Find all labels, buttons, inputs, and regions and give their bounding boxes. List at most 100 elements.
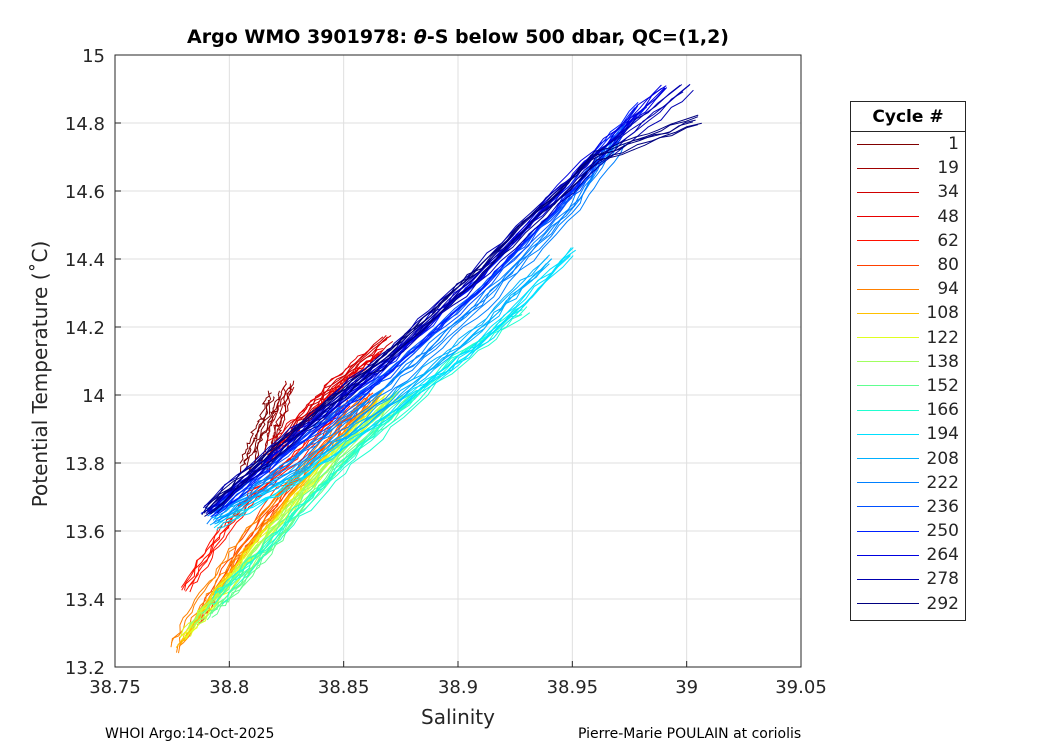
- legend-label: 208: [926, 448, 959, 469]
- legend-swatch: [857, 385, 919, 387]
- profile-line: [214, 263, 550, 525]
- legend-item: 292: [851, 592, 965, 616]
- series-208: [209, 254, 553, 526]
- legend-item: 19: [851, 156, 965, 180]
- series-222: [206, 136, 625, 525]
- legend-swatch: [857, 433, 919, 435]
- y-tick-label: 13.8: [65, 454, 105, 475]
- legend-label: 80: [937, 255, 959, 276]
- legend-item: 152: [851, 374, 965, 398]
- legend-item: 264: [851, 543, 965, 567]
- legend-label: 152: [926, 375, 959, 396]
- x-tick-label: 39: [675, 677, 698, 698]
- profile-line: [221, 312, 531, 605]
- legend-label: 1: [948, 134, 959, 155]
- legend-label: 62: [937, 230, 959, 251]
- legend-title: Cycle #: [851, 102, 965, 132]
- profile-line: [212, 143, 619, 524]
- profile-line: [211, 395, 419, 618]
- profile-line: [246, 396, 275, 469]
- legend-swatch: [857, 312, 919, 314]
- y-axis-label: Potential Temperature (˚C): [28, 240, 52, 508]
- legend-swatch: [857, 288, 919, 290]
- legend-label: 48: [937, 206, 959, 227]
- profile-line: [206, 144, 614, 525]
- profile-line: [189, 405, 351, 593]
- profile-line: [184, 404, 344, 591]
- profile-line: [212, 139, 619, 517]
- profile-line: [209, 263, 547, 526]
- series-166: [211, 305, 531, 606]
- profile-line: [209, 389, 418, 612]
- footer-date: WHOI Argo:14-Oct-2025: [105, 726, 275, 742]
- legend-swatch: [857, 264, 919, 266]
- profile-line: [267, 347, 373, 442]
- y-tick-label: 14: [82, 386, 105, 407]
- profile-line: [243, 392, 272, 465]
- profile-line: [208, 116, 699, 510]
- axes-box: [114, 54, 802, 668]
- profile-line: [211, 254, 550, 519]
- legend-label: 264: [926, 545, 959, 566]
- legend-label: 236: [926, 496, 959, 517]
- profile-line: [193, 390, 400, 625]
- profile-line: [216, 258, 552, 524]
- legend: Cycle # 1 19 34 48 62 80 94 108 122 138 152 166 194 2…: [850, 101, 966, 621]
- profile-line: [217, 143, 625, 521]
- legend-item: 80: [851, 253, 965, 277]
- footer-author: Pierre-Marie POULAIN at coriolis: [578, 726, 802, 742]
- legend-label: 94: [937, 279, 959, 300]
- legend-label: 19: [937, 158, 959, 179]
- legend-item: 236: [851, 495, 965, 519]
- x-axis-label: Salinity: [421, 705, 495, 729]
- legend-label: 278: [926, 569, 959, 590]
- y-tick-label: 14.6: [65, 182, 105, 203]
- y-tick-label: 14.4: [65, 250, 105, 271]
- chart-title: Argo WMO 3901978: θ-S below 500 dbar, QC…: [187, 26, 729, 48]
- profile-line: [216, 89, 694, 514]
- legend-item: 34: [851, 180, 965, 204]
- x-tick-label: 38.8: [209, 677, 249, 698]
- legend-swatch: [857, 603, 919, 605]
- y-tick-label: 13.4: [65, 590, 105, 611]
- x-tick-label: 38.9: [438, 677, 478, 698]
- profile-line: [187, 395, 395, 630]
- legend-item: 166: [851, 398, 965, 422]
- profile-line: [239, 399, 270, 474]
- legend-swatch: [857, 191, 919, 193]
- profile-line: [219, 306, 528, 595]
- legend-label: 108: [926, 303, 959, 324]
- legend-item: 208: [851, 446, 965, 470]
- x-tick-label: 39.05: [775, 677, 827, 698]
- series-292: [201, 114, 702, 517]
- legend-item: 222: [851, 471, 965, 495]
- legend-label: 292: [926, 593, 959, 614]
- legend-swatch: [857, 458, 919, 460]
- x-tick-label: 38.75: [89, 677, 141, 698]
- legend-swatch: [857, 506, 919, 508]
- legend-item: 138: [851, 350, 965, 374]
- legend-swatch: [857, 240, 919, 242]
- legend-swatch: [857, 554, 919, 556]
- profile-line: [181, 392, 382, 642]
- legend-item: 94: [851, 277, 965, 301]
- legend-label: 34: [937, 182, 959, 203]
- legend-label: 194: [926, 424, 959, 445]
- legend-item: 278: [851, 567, 965, 591]
- legend-label: 166: [926, 400, 959, 421]
- profile-line: [210, 122, 702, 515]
- legend-item: 48: [851, 205, 965, 229]
- profile-line: [201, 121, 693, 516]
- legend-item: 250: [851, 519, 965, 543]
- y-tick-label: 14.2: [65, 318, 105, 339]
- x-tick-label: 38.95: [547, 677, 599, 698]
- legend-swatch: [857, 167, 919, 169]
- profile-line: [219, 255, 574, 529]
- legend-swatch: [857, 216, 919, 218]
- profile-line: [239, 390, 270, 464]
- legend-label: 122: [926, 327, 959, 348]
- legend-label: 250: [926, 521, 959, 542]
- legend-swatch: [857, 482, 919, 484]
- profile-line: [265, 336, 384, 466]
